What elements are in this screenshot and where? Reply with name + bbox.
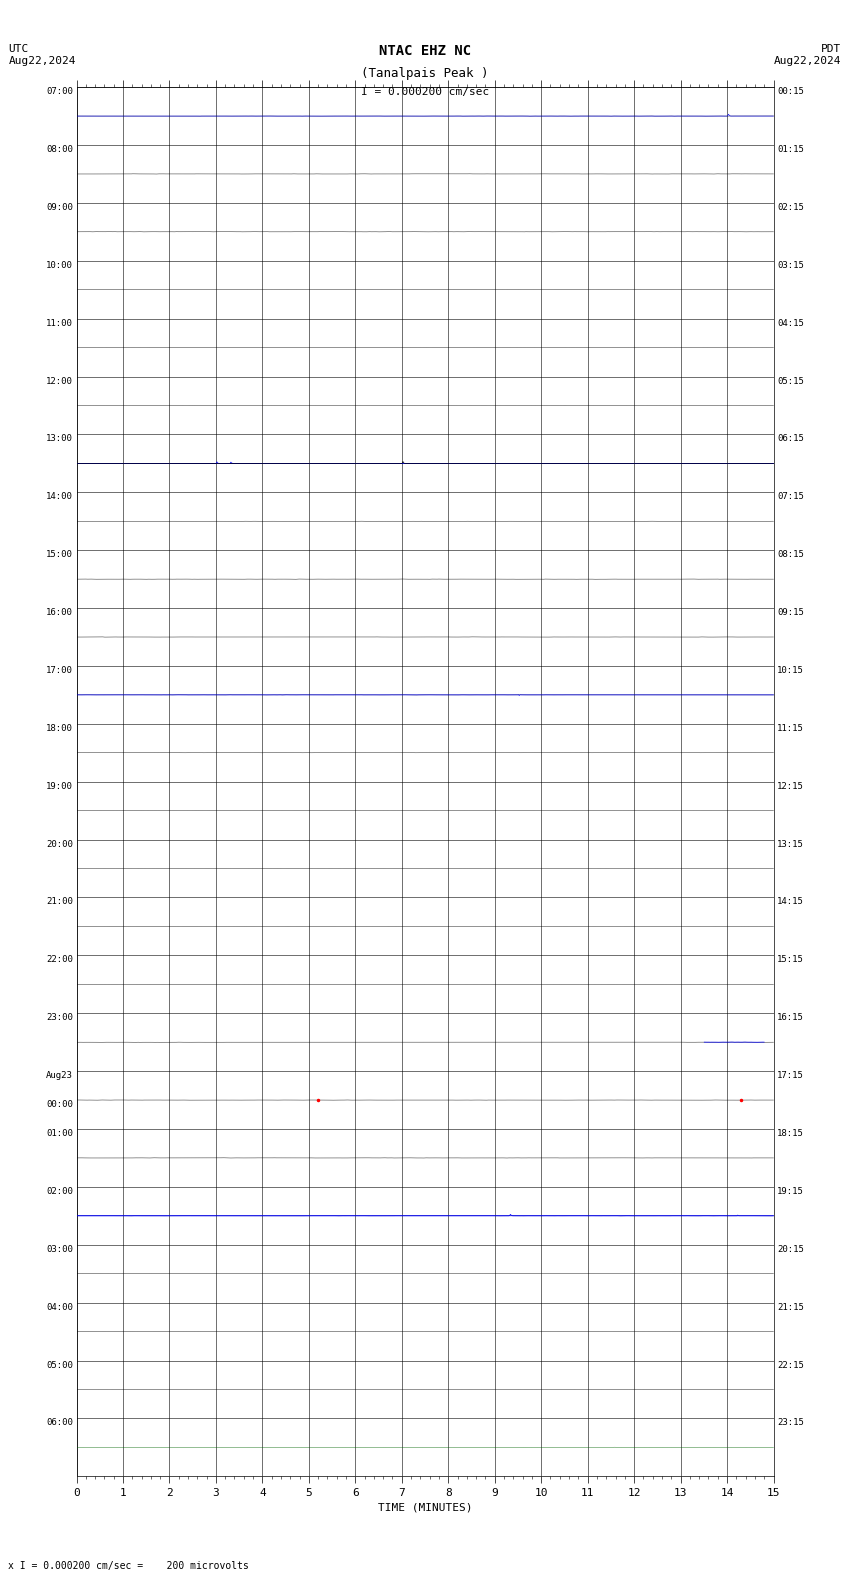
- Text: 23:00: 23:00: [46, 1014, 73, 1022]
- Text: 11:15: 11:15: [777, 724, 804, 733]
- Text: 09:15: 09:15: [777, 608, 804, 618]
- Text: 00:15: 00:15: [777, 87, 804, 97]
- Text: 14:15: 14:15: [777, 898, 804, 906]
- Text: 08:15: 08:15: [777, 550, 804, 559]
- Text: Aug23: Aug23: [46, 1071, 73, 1080]
- Text: 21:00: 21:00: [46, 898, 73, 906]
- Text: 13:00: 13:00: [46, 434, 73, 444]
- Text: 02:00: 02:00: [46, 1186, 73, 1196]
- Text: (Tanalpais Peak ): (Tanalpais Peak ): [361, 67, 489, 79]
- Text: 22:15: 22:15: [777, 1361, 804, 1370]
- Text: 01:15: 01:15: [777, 146, 804, 154]
- Text: 19:15: 19:15: [777, 1186, 804, 1196]
- Text: UTC
Aug22,2024: UTC Aug22,2024: [8, 44, 76, 67]
- Text: 12:00: 12:00: [46, 377, 73, 385]
- Text: 14:00: 14:00: [46, 493, 73, 501]
- Text: 18:00: 18:00: [46, 724, 73, 733]
- Text: 20:15: 20:15: [777, 1245, 804, 1255]
- Text: 00:00: 00:00: [46, 1099, 73, 1109]
- Text: 15:15: 15:15: [777, 955, 804, 965]
- Text: PDT
Aug22,2024: PDT Aug22,2024: [774, 44, 842, 67]
- Text: NTAC EHZ NC: NTAC EHZ NC: [379, 44, 471, 59]
- Text: 15:00: 15:00: [46, 550, 73, 559]
- Text: 08:00: 08:00: [46, 146, 73, 154]
- Text: 10:15: 10:15: [777, 665, 804, 675]
- Text: 17:15: 17:15: [777, 1071, 804, 1080]
- Text: 16:00: 16:00: [46, 608, 73, 618]
- Text: 05:00: 05:00: [46, 1361, 73, 1370]
- Text: 16:15: 16:15: [777, 1014, 804, 1022]
- Text: 10:00: 10:00: [46, 261, 73, 269]
- Text: 03:15: 03:15: [777, 261, 804, 269]
- Text: 17:00: 17:00: [46, 665, 73, 675]
- Text: 07:15: 07:15: [777, 493, 804, 501]
- Text: 09:00: 09:00: [46, 203, 73, 212]
- X-axis label: TIME (MINUTES): TIME (MINUTES): [377, 1502, 473, 1513]
- Text: 01:00: 01:00: [46, 1129, 73, 1137]
- Text: 04:00: 04:00: [46, 1302, 73, 1312]
- Text: I = 0.000200 cm/sec: I = 0.000200 cm/sec: [361, 87, 489, 97]
- Text: 05:15: 05:15: [777, 377, 804, 385]
- Text: 11:00: 11:00: [46, 318, 73, 328]
- Text: 18:15: 18:15: [777, 1129, 804, 1137]
- Text: 04:15: 04:15: [777, 318, 804, 328]
- Text: 23:15: 23:15: [777, 1418, 804, 1427]
- Text: 12:15: 12:15: [777, 781, 804, 790]
- Text: 22:00: 22:00: [46, 955, 73, 965]
- Text: 13:15: 13:15: [777, 840, 804, 849]
- Text: 03:00: 03:00: [46, 1245, 73, 1255]
- Text: x I = 0.000200 cm/sec =    200 microvolts: x I = 0.000200 cm/sec = 200 microvolts: [8, 1562, 249, 1571]
- Text: 19:00: 19:00: [46, 781, 73, 790]
- Text: 21:15: 21:15: [777, 1302, 804, 1312]
- Text: 07:00: 07:00: [46, 87, 73, 97]
- Text: 06:15: 06:15: [777, 434, 804, 444]
- Text: 20:00: 20:00: [46, 840, 73, 849]
- Text: 02:15: 02:15: [777, 203, 804, 212]
- Text: 06:00: 06:00: [46, 1418, 73, 1427]
